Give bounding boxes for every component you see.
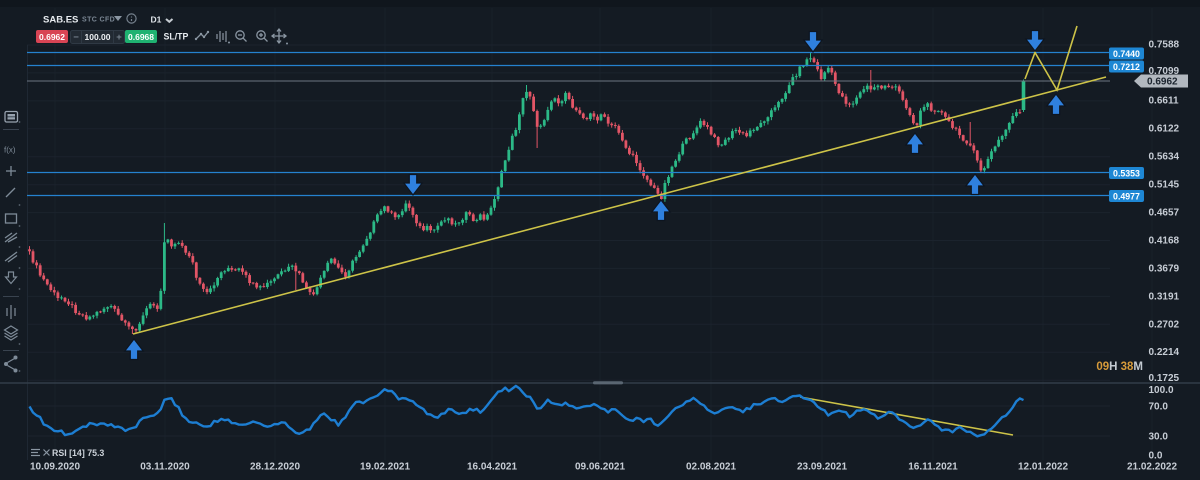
svg-text:0.7588: 0.7588 <box>1149 40 1180 51</box>
svg-text:100.00: 100.00 <box>85 32 111 42</box>
svg-text:16.11.2021: 16.11.2021 <box>908 462 958 473</box>
svg-text:21.02.2022: 21.02.2022 <box>1127 462 1177 473</box>
svg-text:23.09.2021: 23.09.2021 <box>797 462 847 473</box>
svg-text:09.06.2021: 09.06.2021 <box>575 462 625 473</box>
svg-text:09H 38M: 09H 38M <box>1096 361 1143 373</box>
svg-text:70.0: 70.0 <box>1149 402 1169 413</box>
svg-text:+: + <box>116 32 122 43</box>
svg-text:0.3191: 0.3191 <box>1149 292 1180 303</box>
svg-text:0.2702: 0.2702 <box>1149 320 1180 331</box>
svg-text:f(x): f(x) <box>4 146 16 155</box>
svg-text:0.4657: 0.4657 <box>1149 208 1180 219</box>
svg-text:16.04.2021: 16.04.2021 <box>467 462 517 473</box>
svg-text:0.1725: 0.1725 <box>1149 373 1180 384</box>
svg-text:0.7440: 0.7440 <box>1113 49 1140 59</box>
svg-text:SL/TP: SL/TP <box>164 31 189 41</box>
svg-text:0.6962: 0.6962 <box>39 32 65 42</box>
svg-text:0.6968: 0.6968 <box>128 32 154 42</box>
svg-text:0.7212: 0.7212 <box>1113 62 1140 72</box>
svg-text:12.01.2022: 12.01.2022 <box>1018 462 1068 473</box>
svg-text:SAB.ES: SAB.ES <box>43 15 78 26</box>
svg-text:0.0: 0.0 <box>1149 451 1163 462</box>
svg-text:0.6122: 0.6122 <box>1149 124 1180 135</box>
svg-text:0.5145: 0.5145 <box>1149 180 1180 191</box>
svg-text:100.0: 100.0 <box>1149 385 1174 396</box>
svg-text:0.2214: 0.2214 <box>1149 347 1180 358</box>
svg-text:19.02.2021: 19.02.2021 <box>360 462 410 473</box>
svg-text:0.5353: 0.5353 <box>1113 168 1140 178</box>
svg-text:03.11.2020: 03.11.2020 <box>140 462 190 473</box>
svg-text:−: − <box>73 32 79 43</box>
svg-text:RSI [14] 75.3: RSI [14] 75.3 <box>52 448 104 458</box>
svg-text:STC CFD: STC CFD <box>82 17 115 24</box>
svg-text:10.09.2020: 10.09.2020 <box>30 462 80 473</box>
svg-text:28.12.2020: 28.12.2020 <box>250 462 300 473</box>
svg-text:0.7099: 0.7099 <box>1149 66 1180 77</box>
svg-text:02.08.2021: 02.08.2021 <box>686 462 736 473</box>
svg-text:0.4168: 0.4168 <box>1149 236 1180 247</box>
svg-text:0.3679: 0.3679 <box>1149 264 1180 275</box>
svg-text:0.5634: 0.5634 <box>1149 152 1180 163</box>
svg-text:0.6611: 0.6611 <box>1149 96 1179 107</box>
svg-text:0.6962: 0.6962 <box>1147 77 1178 88</box>
svg-text:30.0: 30.0 <box>1149 432 1169 443</box>
svg-text:D1: D1 <box>151 15 162 25</box>
svg-text:0.4977: 0.4977 <box>1113 191 1140 201</box>
